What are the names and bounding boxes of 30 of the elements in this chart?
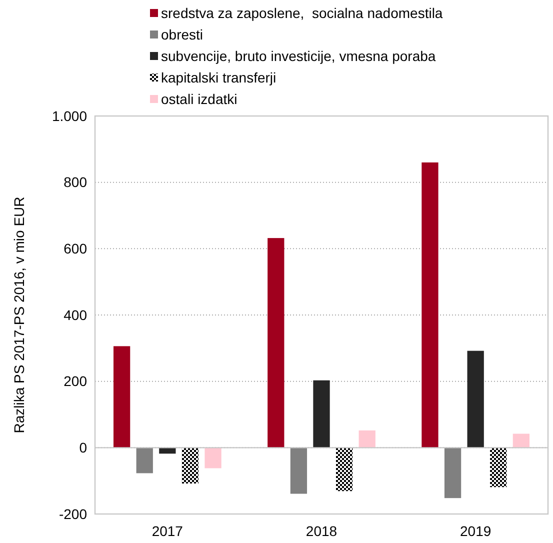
bar xyxy=(444,448,462,498)
bar xyxy=(512,434,530,448)
bar xyxy=(336,448,353,492)
bar xyxy=(182,448,199,484)
bar xyxy=(422,162,438,448)
y-tick-label: 400 xyxy=(64,306,88,323)
legend-label: obresti xyxy=(161,26,204,42)
y-tick-label: 200 xyxy=(64,373,88,390)
y-axis-title: Razlika PS 2017-PS 2016, v mio EUR xyxy=(11,196,27,434)
bar xyxy=(467,350,484,448)
legend-label: kapitalski transferji xyxy=(161,69,276,86)
bar xyxy=(358,430,376,448)
bar xyxy=(313,380,330,448)
bar xyxy=(113,346,130,448)
x-tick-label: 2017 xyxy=(152,523,184,539)
y-tick-label: 0 xyxy=(79,440,88,456)
legend-label: subvencije, bruto investicije, vmesna poraba xyxy=(161,48,436,64)
y-tick-label: 600 xyxy=(64,240,88,257)
bar xyxy=(136,448,153,474)
bar xyxy=(204,448,222,468)
y-tick-label: 1.000 xyxy=(52,108,88,124)
y-tick-label: -200 xyxy=(58,506,88,522)
legend-label: sredstva za zaposlene, socialna nadomestila xyxy=(161,4,443,21)
y-tick-label: 800 xyxy=(64,174,88,190)
bar xyxy=(490,448,507,488)
x-tick-label: 2018 xyxy=(306,523,338,539)
legend-label: ostali izdatki xyxy=(161,90,238,107)
bar xyxy=(290,448,308,494)
x-tick-label: 2019 xyxy=(460,523,492,539)
bar xyxy=(268,238,284,448)
